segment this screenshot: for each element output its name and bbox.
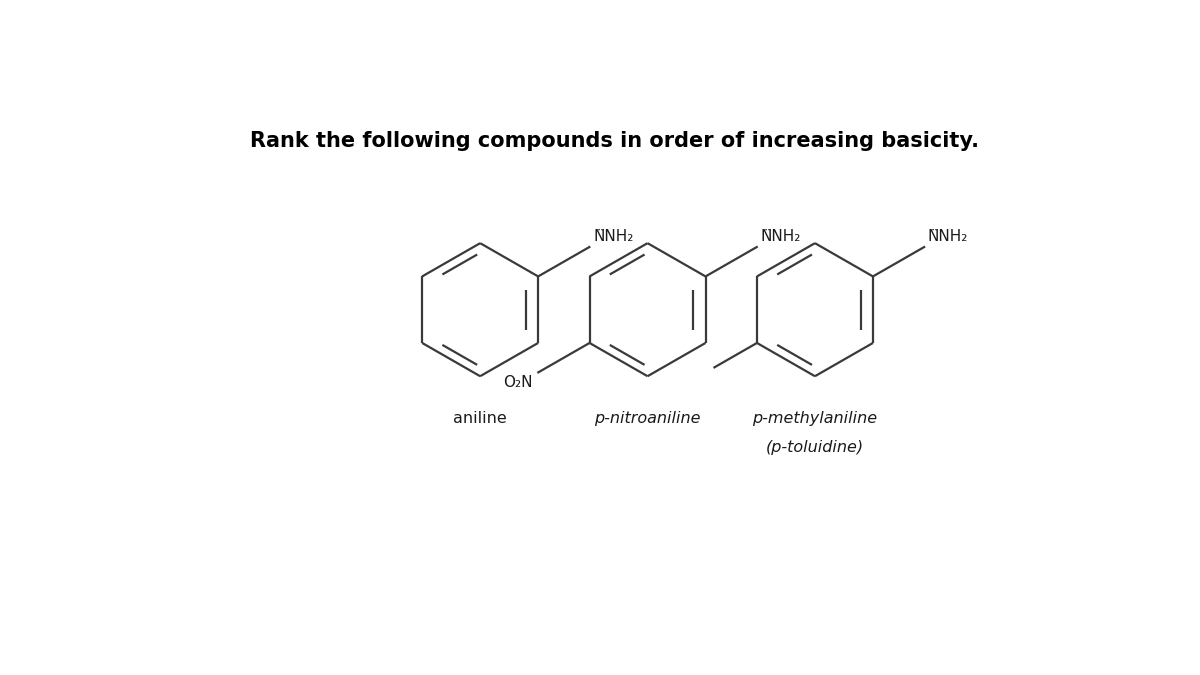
Text: Rank the following compounds in order of increasing basicity.: Rank the following compounds in order of… (251, 131, 979, 151)
Text: O₂N: O₂N (503, 375, 533, 391)
Text: aniline: aniline (454, 411, 508, 426)
Text: N̈NH₂: N̈NH₂ (761, 229, 800, 244)
Text: (p-toluidine): (p-toluidine) (766, 439, 864, 455)
Text: N̈NH₂: N̈NH₂ (593, 229, 634, 244)
Text: N̈NH₂: N̈NH₂ (928, 229, 968, 244)
Text: p-nitroaniline: p-nitroaniline (594, 411, 701, 426)
Text: p-methylaniline: p-methylaniline (752, 411, 877, 426)
